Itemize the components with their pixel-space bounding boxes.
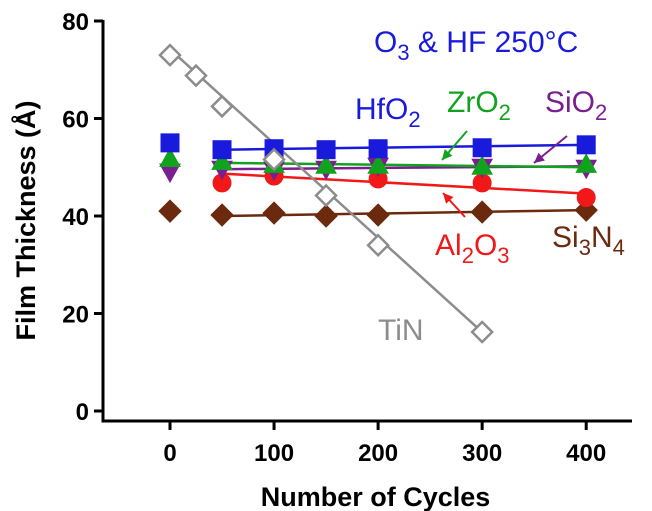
condition-label: O3 & HF 250°C bbox=[374, 26, 578, 65]
x-tick-label: 400 bbox=[566, 440, 606, 467]
label-Al2O3: Al2O3 bbox=[435, 229, 510, 268]
y-tick-label: 0 bbox=[76, 399, 89, 426]
TiN-point bbox=[210, 94, 234, 119]
ZrO2-point bbox=[367, 154, 389, 174]
arrow-SiO2-head bbox=[534, 152, 545, 163]
Si3N4-point bbox=[158, 199, 182, 223]
Si3N4-series bbox=[158, 198, 598, 228]
ZrO2-point bbox=[471, 155, 493, 175]
TiN-point bbox=[184, 63, 208, 88]
annotations: HfO2 ZrO2 SiO2 Al2O3 Si3N4 TiN O3 & HF 250°C bbox=[355, 26, 625, 347]
x-tick-label: 300 bbox=[462, 440, 502, 467]
TiN-point bbox=[366, 233, 390, 258]
ZrO2-point bbox=[575, 153, 598, 173]
HfO2-point bbox=[368, 139, 388, 159]
arrow-ZrO2-head bbox=[442, 149, 453, 160]
label-SiO2: SiO2 bbox=[545, 86, 607, 125]
arrow-Al2O3-head bbox=[443, 193, 454, 204]
TiN-point bbox=[470, 320, 494, 344]
y-axis-title: Film Thickness (Å) bbox=[10, 100, 41, 340]
TiN-point bbox=[158, 43, 182, 67]
label-HfO2: HfO2 bbox=[355, 93, 421, 132]
label-TiN: TiN bbox=[378, 314, 424, 347]
Si3N4-point bbox=[470, 200, 494, 224]
axes: 0 20 40 60 80 0 100 200 300 400 Number of Cycles Fi… bbox=[10, 9, 632, 511]
label-Si3N4: Si3N4 bbox=[552, 221, 625, 260]
Si3N4-point bbox=[314, 204, 338, 228]
x-tick-label: 100 bbox=[254, 440, 294, 467]
Al2O3-point bbox=[576, 187, 596, 207]
x-axis-title: Number of Cycles bbox=[261, 482, 491, 511]
y-tick-label: 40 bbox=[62, 204, 89, 231]
HfO2-series bbox=[160, 133, 596, 160]
HfO2-point bbox=[212, 140, 232, 160]
ZrO2-point bbox=[159, 147, 181, 167]
HfO2-point bbox=[160, 133, 180, 153]
label-ZrO2: ZrO2 bbox=[447, 86, 511, 125]
HfO2-point bbox=[576, 135, 596, 155]
Si3N4-point bbox=[210, 203, 234, 227]
x-tick-label: 200 bbox=[358, 440, 398, 467]
TiN-point bbox=[314, 183, 338, 208]
x-tick-label: 0 bbox=[163, 440, 176, 467]
y-tick-label: 60 bbox=[62, 107, 89, 134]
ZrO2-series bbox=[159, 147, 598, 175]
TiN-series bbox=[158, 43, 494, 344]
data-markers bbox=[158, 43, 598, 344]
y-tick-label: 20 bbox=[62, 302, 89, 329]
arrow-Al2O3 bbox=[442, 192, 466, 218]
arrow-ZrO2 bbox=[441, 130, 468, 161]
Si3N4-point bbox=[366, 203, 390, 227]
ZrO2-point bbox=[211, 150, 233, 170]
Si3N4-point bbox=[262, 201, 286, 225]
HfO2-point bbox=[472, 138, 492, 158]
y-tick-label: 80 bbox=[62, 9, 89, 36]
fit-lines bbox=[169, 48, 587, 333]
TiN-point bbox=[262, 147, 286, 172]
arrow-SiO2 bbox=[533, 135, 568, 164]
HfO2-point bbox=[316, 140, 336, 160]
ZrO2-point bbox=[315, 154, 337, 174]
